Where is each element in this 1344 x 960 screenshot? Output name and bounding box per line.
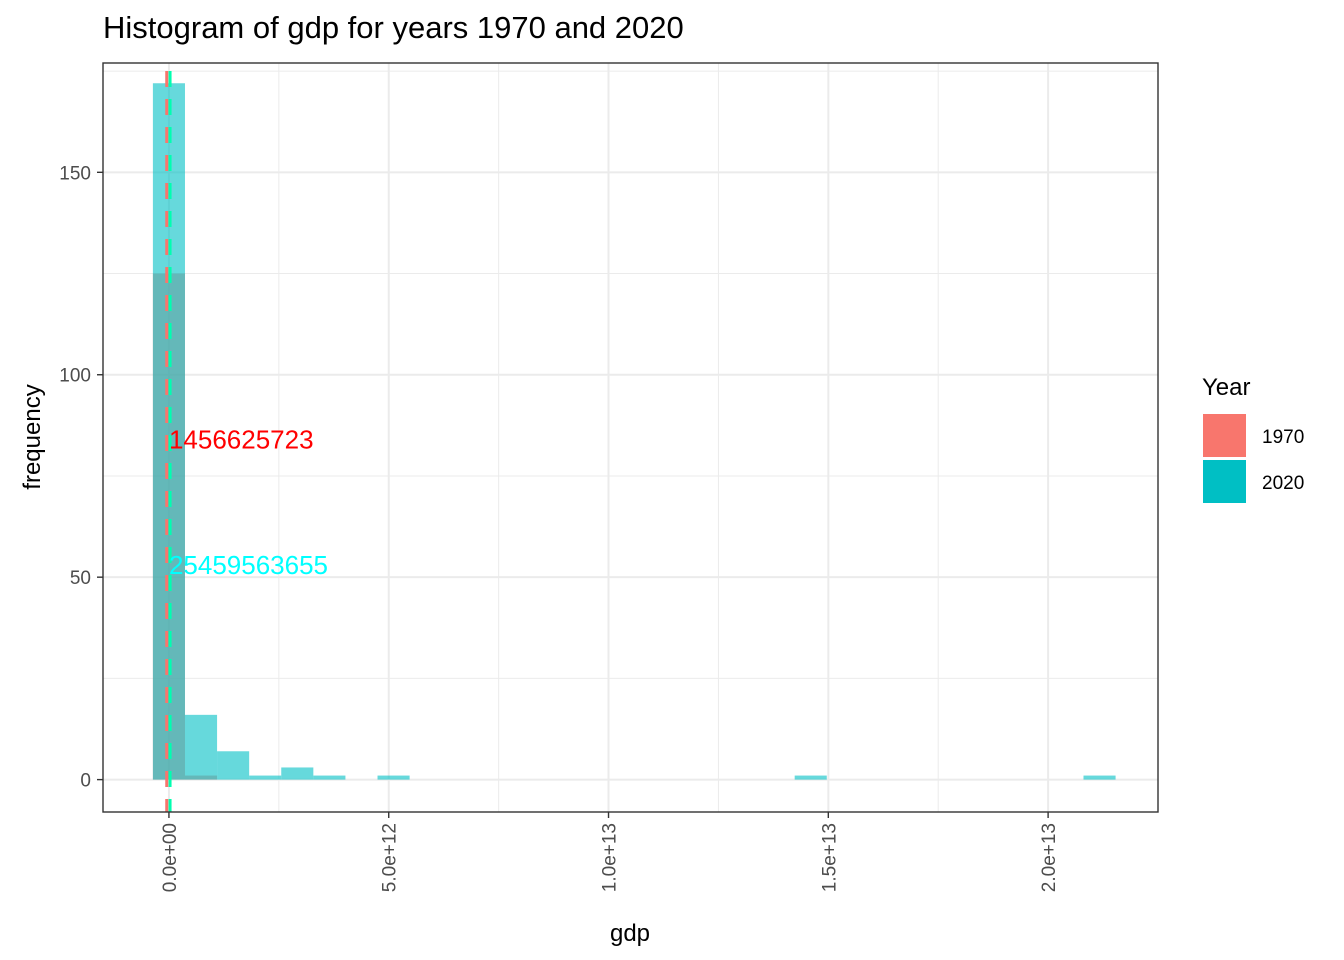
legend-title: Year	[1202, 374, 1251, 401]
y-tick-label: 0	[80, 771, 91, 792]
annotations: 1456625723 25459563655	[169, 425, 328, 581]
legend-label: 2020	[1262, 473, 1304, 494]
bar-2020	[794, 775, 827, 780]
legend: Year 1970 2020	[1202, 374, 1304, 503]
y-axis-title: frequency	[19, 384, 46, 489]
bar-2020	[217, 751, 250, 780]
x-axis: 0.0e+00 5.0e+12 1.0e+13 1.5e+13 2.0e+13	[160, 812, 1060, 892]
bar-2020	[377, 775, 410, 780]
bar-2020	[249, 775, 282, 780]
chart-title: Histogram of gdp for years 1970 and 2020	[103, 10, 684, 45]
y-axis: 0 50 100 150	[59, 163, 103, 792]
annotation-value: 25459563655	[169, 550, 328, 580]
bar-2020	[313, 775, 346, 780]
x-tick-label: 5.0e+12	[380, 823, 401, 892]
bar-2020	[184, 714, 218, 780]
legend-key-1970	[1203, 414, 1246, 457]
y-tick-label: 150	[59, 163, 91, 184]
mean-lines	[165, 71, 172, 812]
annotation-value: 1456625723	[169, 425, 314, 455]
bar-2020	[1083, 775, 1116, 780]
y-tick-label: 50	[70, 568, 91, 589]
x-tick-label: 1.0e+13	[600, 823, 621, 892]
x-tick-label: 1.5e+13	[819, 823, 840, 892]
legend-key-2020	[1203, 460, 1246, 503]
x-tick-label: 0.0e+00	[160, 823, 181, 892]
y-tick-label: 100	[59, 366, 91, 387]
x-tick-label: 2.0e+13	[1039, 823, 1060, 892]
x-axis-title: gdp	[610, 920, 650, 947]
plot-panel-border	[102, 62, 1159, 813]
bar-2020	[281, 767, 314, 780]
legend-label: 1970	[1262, 427, 1304, 448]
